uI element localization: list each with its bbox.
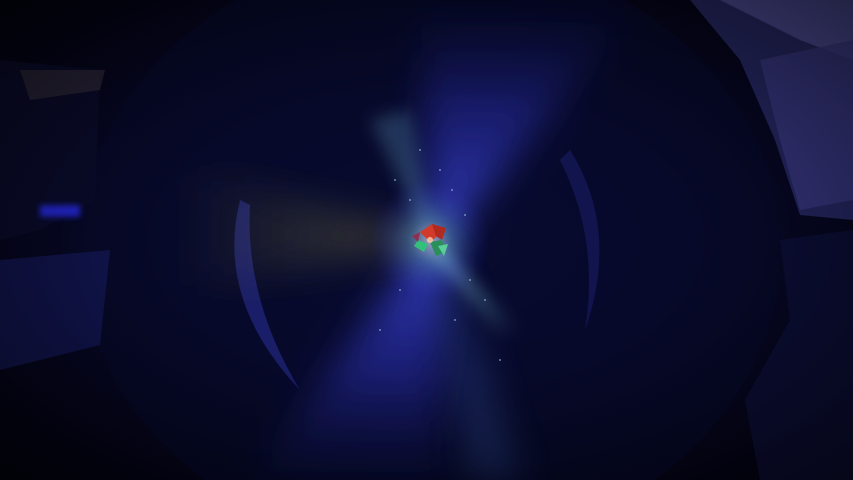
left-lower-rock xyxy=(0,250,110,370)
left-blue-glow xyxy=(40,205,80,217)
